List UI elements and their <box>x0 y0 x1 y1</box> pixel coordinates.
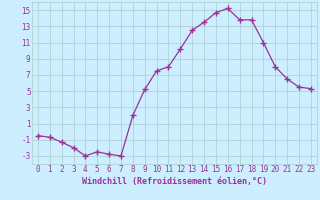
X-axis label: Windchill (Refroidissement éolien,°C): Windchill (Refroidissement éolien,°C) <box>82 177 267 186</box>
